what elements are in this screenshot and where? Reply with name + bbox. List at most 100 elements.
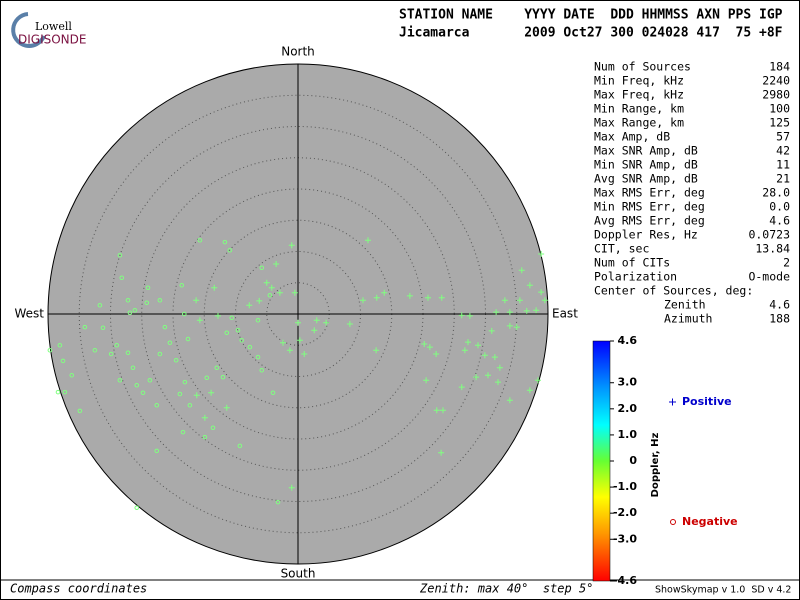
stat-label: Azimuth xyxy=(664,312,712,326)
stat-value: 188 xyxy=(769,312,790,326)
source-negative xyxy=(134,505,140,511)
colorbar-tick-label: -4.6 xyxy=(613,574,637,587)
source-negative xyxy=(100,325,106,331)
source-negative xyxy=(162,324,168,330)
stat-label: Max Freq, kHz xyxy=(594,88,684,102)
source-positive xyxy=(466,312,473,319)
colorbar-tick-label: -3.0 xyxy=(613,532,637,545)
stat-value: 13.84 xyxy=(755,242,790,256)
source-positive xyxy=(516,297,523,304)
stat-value: 28.0 xyxy=(762,186,790,200)
legend-label: Positive xyxy=(682,395,732,408)
source-negative xyxy=(130,365,136,371)
source-positive xyxy=(458,384,465,391)
source-negative xyxy=(47,347,53,353)
source-negative xyxy=(177,391,183,397)
source-negative xyxy=(179,282,185,288)
stat-value: O-mode xyxy=(748,270,790,284)
source-negative xyxy=(267,292,273,298)
source-negative xyxy=(82,324,88,330)
stat-label: Num of Sources xyxy=(594,60,691,74)
footer-right: ShowSkymap v 1.0 SD v 4.2 xyxy=(655,585,791,596)
source-positive xyxy=(535,377,541,384)
source-positive xyxy=(526,282,533,289)
stat-value: 125 xyxy=(769,116,790,130)
source-negative xyxy=(145,285,151,291)
source-positive xyxy=(438,294,445,301)
source-positive xyxy=(246,302,253,309)
source-negative xyxy=(132,307,138,313)
source-negative xyxy=(77,408,83,414)
stat-value: 42 xyxy=(776,144,790,158)
source-negative xyxy=(55,389,61,395)
source-positive xyxy=(485,372,491,379)
source-positive xyxy=(461,347,468,354)
source-positive xyxy=(196,317,203,324)
source-negative xyxy=(147,377,153,383)
stat-value: 2980 xyxy=(762,88,790,102)
colorbar-tick-label: 4.6 xyxy=(618,334,638,347)
source-positive xyxy=(433,351,440,357)
stat-label: Avg RMS Err, deg xyxy=(594,214,705,228)
source-positive xyxy=(513,324,520,331)
stat-heading: Center of Sources, deg: xyxy=(594,284,753,298)
source-negative xyxy=(69,372,75,378)
source-positive xyxy=(360,297,366,304)
source-negative xyxy=(117,252,123,258)
source-positive xyxy=(193,297,200,304)
source-positive xyxy=(286,347,293,354)
colorbar-tick-label: 0 xyxy=(629,454,637,467)
direction-label: West xyxy=(14,307,44,321)
source-positive xyxy=(280,339,286,346)
stat-label: Min RMS Err, deg xyxy=(594,200,705,214)
colorbar-label: Doppler, Hz xyxy=(650,433,661,498)
source-positive xyxy=(526,387,533,394)
source-positive xyxy=(273,261,280,267)
stat-value: 11 xyxy=(776,158,790,172)
colorbar-tick-label: 3.0 xyxy=(618,376,638,389)
source-negative xyxy=(134,382,140,388)
source-positive xyxy=(208,389,215,396)
source-negative xyxy=(167,340,173,346)
direction-label: North xyxy=(281,45,315,59)
source-negative xyxy=(259,265,265,271)
stat-value: 0.0723 xyxy=(748,228,790,242)
source-positive xyxy=(215,312,221,319)
source-negative xyxy=(197,237,203,243)
stat-value: 184 xyxy=(769,60,790,74)
stat-value: 4.6 xyxy=(769,298,790,312)
source-negative xyxy=(204,375,210,381)
source-positive xyxy=(346,321,353,327)
source-positive xyxy=(365,237,371,244)
source-positive xyxy=(311,327,318,334)
stat-label: Max Amp, dB xyxy=(594,130,670,144)
source-positive xyxy=(426,344,433,351)
stat-label: Min Range, km xyxy=(594,102,684,116)
source-negative xyxy=(237,443,243,449)
direction-label: South xyxy=(281,567,316,581)
source-positive xyxy=(440,407,446,414)
source-negative xyxy=(125,297,131,303)
header-line: STATION NAME YYYY DATE DDD HHMMSS AXN PP… xyxy=(399,8,783,23)
stat-label: Num of CITs xyxy=(594,256,670,270)
source-positive xyxy=(295,319,301,326)
source-negative xyxy=(154,448,160,454)
colorbar xyxy=(592,340,611,582)
stat-label: Max Range, km xyxy=(594,116,684,130)
source-positive xyxy=(518,267,525,274)
source-positive xyxy=(291,289,298,296)
source-negative xyxy=(60,358,66,364)
colorbar-tick-label: 2.0 xyxy=(618,402,638,415)
source-negative xyxy=(224,330,230,336)
source-negative xyxy=(185,336,191,342)
source-positive xyxy=(288,242,295,249)
source-negative xyxy=(210,425,216,431)
stat-label: Max RMS Err, deg xyxy=(594,186,705,200)
header-line: Jicamarca 2009 Oct27 300 024028 417 75 +… xyxy=(399,26,783,41)
source-positive xyxy=(381,289,388,296)
stat-label: Min SNR Amp, dB xyxy=(594,158,698,172)
footer-middle: Zenith: max 40° step 5° xyxy=(419,582,593,596)
source-positive xyxy=(211,284,218,291)
source-positive xyxy=(268,284,275,291)
source-negative xyxy=(173,357,179,363)
